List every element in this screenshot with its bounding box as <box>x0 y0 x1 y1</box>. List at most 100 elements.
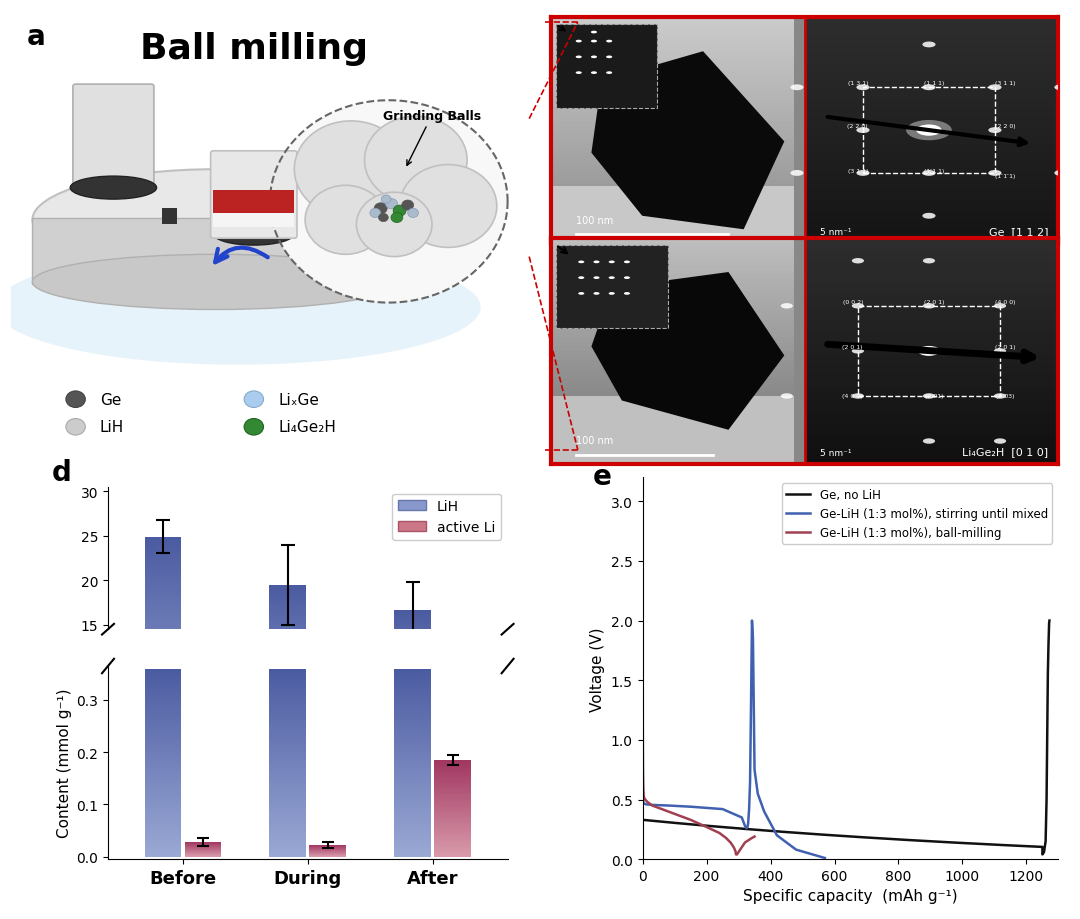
Bar <box>145 594 181 595</box>
Bar <box>434 841 471 842</box>
Bar <box>805 37 1058 40</box>
Bar <box>434 810 471 811</box>
Bar <box>145 669 181 671</box>
Bar <box>269 831 307 834</box>
Bar <box>145 787 181 789</box>
Bar <box>145 579 181 580</box>
Bar <box>805 302 1058 306</box>
Bar <box>551 40 795 45</box>
Circle shape <box>988 171 1001 176</box>
Bar <box>434 821 471 822</box>
Bar <box>805 351 1058 356</box>
Bar <box>551 185 795 189</box>
Bar <box>145 601 181 602</box>
Bar <box>394 791 431 793</box>
Bar <box>434 783 471 784</box>
Bar <box>434 779 471 780</box>
Bar <box>434 806 471 807</box>
Bar <box>434 826 471 828</box>
Polygon shape <box>551 187 795 244</box>
Circle shape <box>593 261 599 264</box>
Circle shape <box>906 120 951 142</box>
Bar <box>145 772 181 775</box>
Bar <box>145 770 181 772</box>
Circle shape <box>576 40 582 43</box>
Bar <box>145 855 181 857</box>
Circle shape <box>923 439 935 444</box>
Bar <box>805 275 1058 279</box>
Bar <box>145 699 181 702</box>
Bar <box>394 681 431 683</box>
Bar <box>145 597 181 598</box>
Bar <box>551 90 795 95</box>
Text: (0 0̄3): (0 0̄3) <box>996 394 1014 399</box>
Bar <box>394 802 431 805</box>
Bar <box>434 789 471 790</box>
Circle shape <box>578 261 584 264</box>
Bar <box>551 194 795 199</box>
Bar <box>551 50 795 54</box>
Bar <box>551 239 795 244</box>
Bar <box>145 793 181 796</box>
Bar <box>434 786 471 787</box>
Bar <box>805 392 1058 396</box>
Bar <box>269 720 307 723</box>
Bar <box>551 163 795 167</box>
Circle shape <box>606 56 612 59</box>
Bar <box>434 775 471 776</box>
Bar <box>394 835 431 838</box>
Bar <box>269 676 307 678</box>
Text: LiH: LiH <box>99 420 124 435</box>
Bar <box>394 812 431 814</box>
Text: (2 0̄ 1): (2 0̄ 1) <box>995 345 1015 349</box>
Bar <box>551 351 795 356</box>
Bar <box>394 699 431 702</box>
Bar <box>145 608 181 610</box>
Text: (2 2 0): (2 2 0) <box>995 124 1015 129</box>
Bar <box>805 40 1058 45</box>
Bar <box>805 284 1058 289</box>
Bar <box>394 695 431 697</box>
Bar <box>434 809 471 810</box>
Bar <box>805 77 1058 82</box>
Bar <box>394 834 431 835</box>
Bar <box>145 805 181 808</box>
Bar <box>145 612 181 613</box>
Bar <box>434 807 471 809</box>
Circle shape <box>369 209 380 218</box>
Bar <box>434 830 471 832</box>
Bar <box>394 808 431 810</box>
Circle shape <box>381 196 391 204</box>
Bar <box>805 347 1058 351</box>
Bar <box>434 828 471 829</box>
Bar <box>434 823 471 824</box>
Bar <box>145 557 181 558</box>
Bar <box>434 776 471 777</box>
Bar <box>269 737 307 739</box>
Bar <box>145 716 181 718</box>
Bar <box>551 253 795 257</box>
Bar <box>805 90 1058 95</box>
Bar <box>269 852 307 855</box>
Circle shape <box>606 40 612 43</box>
Circle shape <box>400 165 497 248</box>
Bar <box>145 593 181 594</box>
Bar <box>805 23 1058 28</box>
Bar <box>394 697 431 699</box>
Bar <box>551 293 795 298</box>
Bar <box>269 686 307 687</box>
Bar <box>551 433 795 437</box>
Bar <box>145 812 181 814</box>
Bar <box>145 570 181 571</box>
Bar <box>145 845 181 847</box>
Bar <box>551 176 795 180</box>
FancyBboxPatch shape <box>32 218 400 285</box>
Bar <box>394 766 431 767</box>
Circle shape <box>852 304 864 309</box>
Bar <box>551 212 795 217</box>
Bar <box>805 270 1058 275</box>
Bar <box>145 686 181 687</box>
Bar <box>551 95 795 99</box>
Bar <box>269 732 307 734</box>
Bar <box>858 306 1000 396</box>
